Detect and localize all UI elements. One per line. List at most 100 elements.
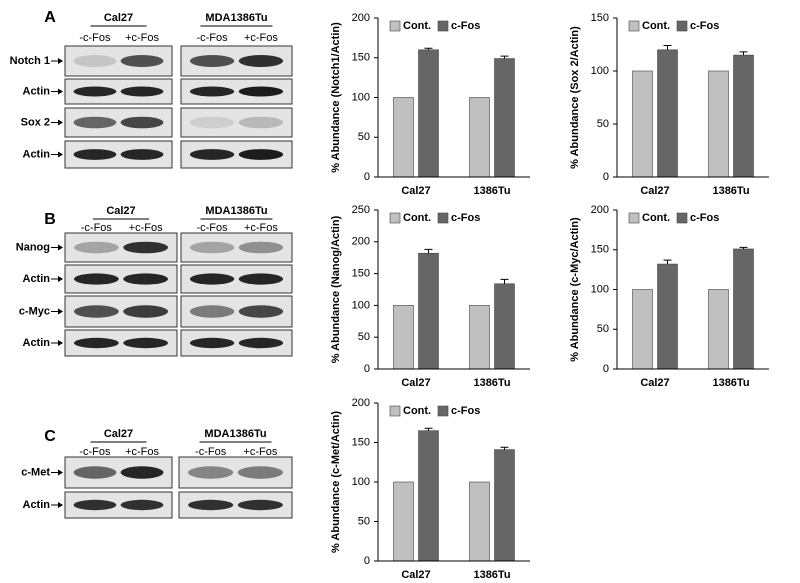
y-tick-label: 50 [358,515,370,527]
y-tick-label: 200 [591,204,609,216]
blot-band [188,499,234,511]
blot-band [73,273,119,285]
y-tick-label: 150 [591,244,609,256]
blot-band [238,337,284,349]
blot-band [238,55,284,67]
bar [418,49,439,178]
bar [494,283,515,370]
y-tick-label: 100 [352,91,370,103]
y-tick-label: 50 [597,323,609,335]
blot-band [120,55,164,67]
cell-line-label: MDA1386Tu [204,428,266,440]
x-tick-label: Cal27 [401,569,430,581]
error-bar [663,45,672,50]
row-arrowhead [58,88,63,95]
blot-band [123,241,169,254]
x-tick-label: Cal27 [640,185,669,197]
legend-swatch [676,212,688,224]
y-tick-label: 0 [364,363,370,375]
y-tick-label: 100 [352,299,370,311]
bar [418,252,439,370]
blot-band [73,466,117,479]
row-label: Actin [23,499,51,511]
cell-line-label: MDA1386Tu [205,12,267,24]
row-label: Actin [23,337,51,349]
bar [494,58,515,178]
legend-swatch [437,20,449,32]
row-label: c-Met [21,466,50,478]
legend-label: Cont. [403,212,431,224]
blot-band [189,116,235,129]
row-arrowhead [58,151,63,158]
y-tick-label: 0 [603,363,609,375]
blot-band [238,116,284,129]
x-tick-label: 1386Tu [712,377,749,389]
row-label: Notch 1 [10,55,50,67]
y-tick-label: 0 [364,555,370,567]
blot-band [73,305,119,318]
y-tick-label: 150 [352,436,370,448]
error-bar [663,259,672,265]
bar [733,248,754,370]
row-arrowhead [58,58,63,64]
row-label: Nanog [16,241,50,253]
blot-band [238,241,284,254]
legend-label: Cont. [642,212,670,224]
y-tick-label: 200 [352,236,370,248]
y-tick-label: 100 [352,476,370,488]
condition-label: -c-Fos [195,446,227,458]
row-label: c-Myc [19,305,50,317]
y-tick-label: 250 [352,204,370,216]
condition-label: -c-Fos [196,32,228,44]
bar [632,289,653,370]
blot-band [188,466,234,479]
row-arrowhead [58,119,63,126]
blot-band [238,86,284,97]
y-axis-label: % Abundance (Sox 2/Actin) [569,26,581,169]
legend-swatch [389,212,401,224]
x-tick-label: 1386Tu [473,185,510,197]
legend-label: Cont. [403,405,431,417]
condition-label: +c-Fos [125,446,159,458]
row-arrowhead [58,276,63,282]
error-bar [424,427,433,431]
x-tick-label: 1386Tu [712,185,749,197]
y-axis-label: % Abundance (Notch1/Actin) [330,22,342,173]
panel-letter: B [44,211,56,228]
blot-band [238,149,284,160]
bar [469,305,490,370]
legend-swatch [628,212,640,224]
legend-label: c-Fos [451,20,480,32]
blot-band [123,305,169,318]
error-bar [424,248,433,254]
error-bar [739,246,748,249]
bar [632,70,653,178]
condition-label: +c-Fos [243,446,277,458]
row-arrowhead [58,244,63,251]
legend-swatch [389,405,401,417]
legend-label: Cont. [642,20,670,32]
legend-label: c-Fos [690,20,719,32]
y-axis-label: % Abundance (Nanog/Actin) [330,215,342,363]
cell-line-label: MDA1386Tu [205,205,267,217]
blot-band [120,466,164,479]
blot-band [73,55,117,67]
error-bar [500,55,509,59]
x-tick-label: Cal27 [640,377,669,389]
bar [393,97,414,178]
y-tick-label: 50 [597,118,609,130]
row-label: Actin [23,148,51,160]
bar [708,289,729,370]
y-tick-label: 100 [591,65,609,77]
row-label: Sox 2 [21,116,50,128]
error-bar [739,51,748,56]
row-arrowhead [58,340,63,346]
blot-band [237,499,283,511]
y-axis-label: % Abundance (c-Met/Actin) [330,411,342,553]
blot-band [189,241,235,254]
legend-swatch [389,20,401,32]
blot-band [189,273,235,285]
blot-band [120,499,164,511]
blot-band [73,86,117,97]
